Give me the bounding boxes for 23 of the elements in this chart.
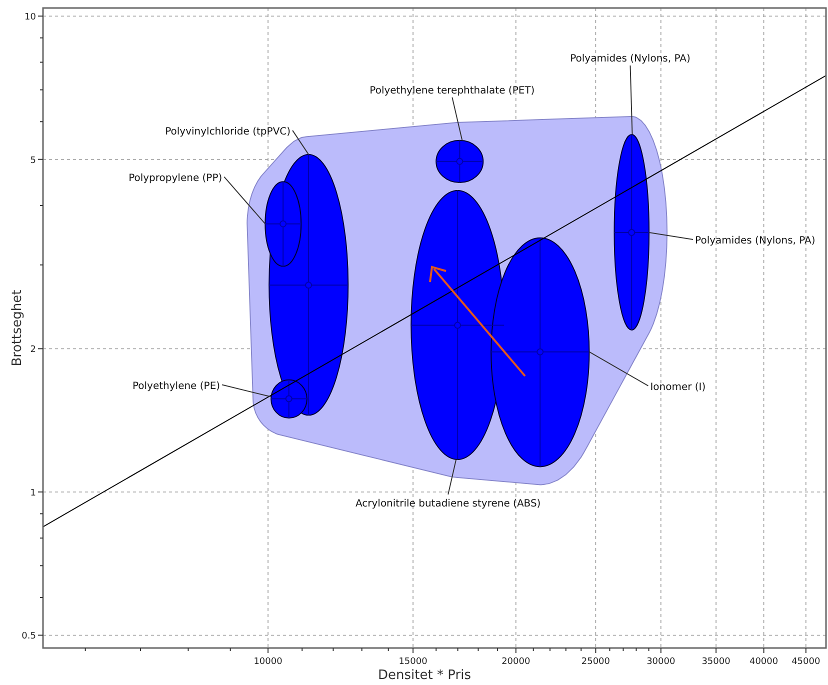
y-tick-label: 10 [24,12,36,23]
x-tick-label: 40000 [749,657,778,667]
annotation: Polypropylene (PP) [128,172,222,184]
annotation: Polyamides (Nylons, PA) [695,235,816,246]
x-tick-label: 35000 [702,657,731,667]
annotation: Polyethylene (PE) [132,380,220,392]
y-tick-label: 5 [30,156,36,166]
x-tick-label: 30000 [646,657,676,667]
annotation: Ionomer (I) [650,382,706,393]
x-tick-label: 10000 [254,657,283,667]
x-tick-label: 15000 [398,657,428,667]
y-tick-label: 2 [30,345,36,356]
annotation: Polyethylene terephthalate (PET) [370,85,535,96]
x-tick-label: 45000 [792,657,820,667]
x-tick-label: 25000 [581,657,610,667]
x-axis-title: Densitet * Pris [378,668,472,683]
y-axis-title: Brottseghet [10,290,25,366]
annotation: Acrylonitrile butadiene styrene (ABS) [355,498,541,510]
y-tick-label: 1 [30,488,36,498]
annotation: Polyamides (Nylons, PA) [570,53,690,64]
x-tick-label: 20000 [502,657,530,667]
y-tick-label: 0.5 [22,632,36,642]
annotation: Polyvinylchloride (tpPVC) [165,126,291,138]
